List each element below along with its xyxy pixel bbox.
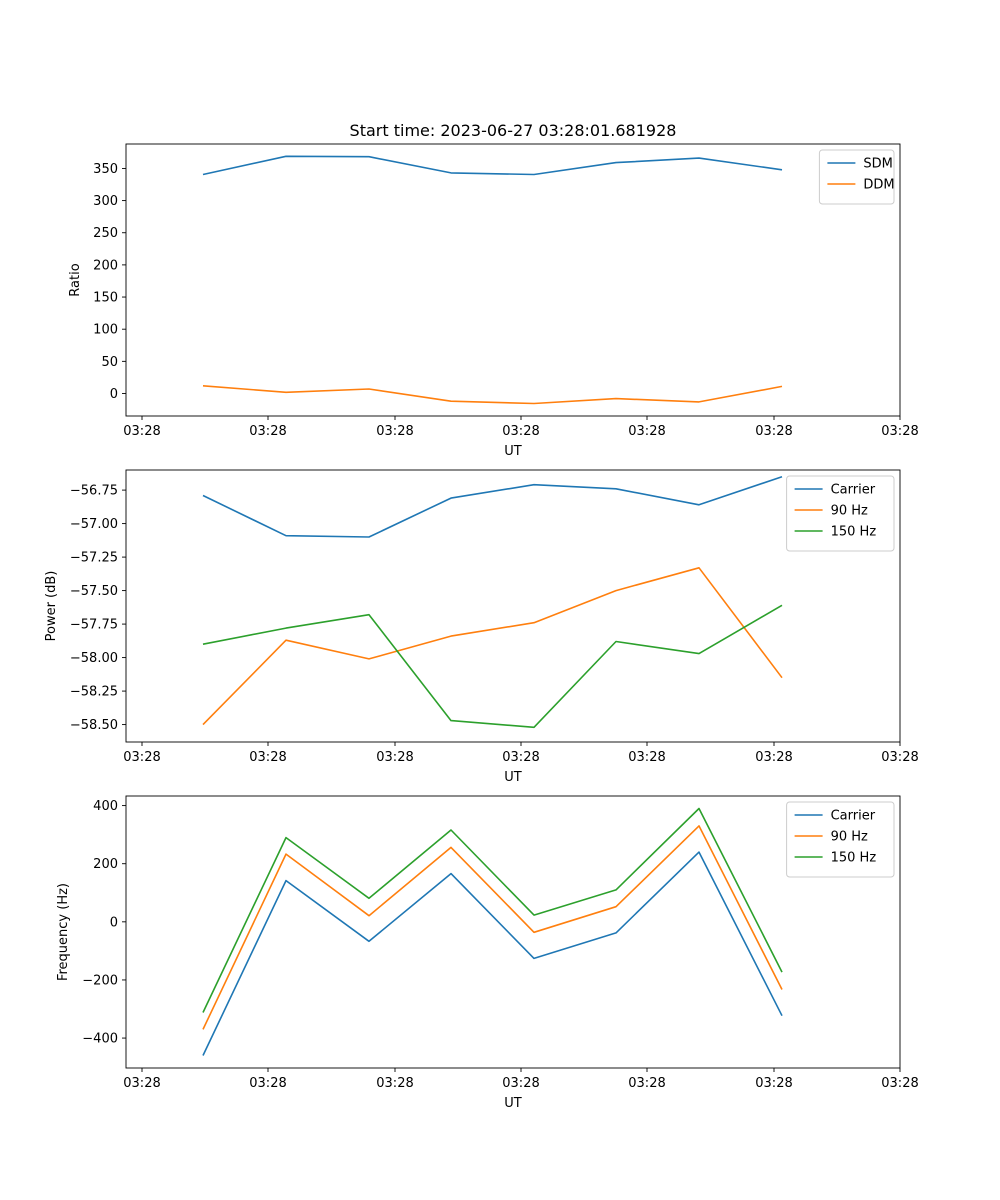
y-tick-label: 0 [110,915,118,930]
series-line-ddm [202,385,783,405]
x-tick-label: 03:28 [376,1076,413,1091]
legend-label: 90 Hz [831,830,868,845]
x-tick-label: 03:28 [755,1076,792,1091]
x-tick-label: 03:28 [502,750,539,765]
legend-box [786,801,895,878]
y-tick-label: −56.75 [70,484,118,499]
legend-label: 150 Hz [831,851,877,866]
series-line-150-hz [202,604,783,729]
x-tick-label: 03:28 [123,424,160,439]
x-tick-label: 03:28 [628,424,665,439]
legend-label: 150 Hz [831,525,877,540]
x-tick-label: 03:28 [881,424,918,439]
series-line-sdm [202,155,783,176]
y-tick-label: −57.25 [70,551,118,566]
y-axis-label: Power (dB) [44,571,59,642]
x-axis-label: UT [504,444,522,459]
series-line-carrier [202,475,783,538]
y-tick-label: −57.50 [70,584,118,599]
axes-frame [125,143,901,417]
y-tick-label: 350 [93,162,118,177]
series-line-150-hz [202,807,783,1013]
y-tick-label: 0 [110,387,118,402]
y-tick-label: −58.50 [70,718,118,733]
axes-frame [125,469,901,743]
x-tick-label: 03:28 [502,424,539,439]
figure-title: Start time: 2023-06-27 03:28:01.681928 [350,121,677,140]
x-tick-label: 03:28 [123,750,160,765]
y-tick-label: −200 [82,973,118,988]
x-axis-label: UT [504,770,522,785]
y-tick-label: 100 [93,323,118,338]
y-tick-label: −57.00 [70,517,118,532]
x-tick-label: 03:28 [881,750,918,765]
x-tick-label: 03:28 [249,750,286,765]
y-tick-label: 400 [93,799,118,814]
x-tick-label: 03:28 [249,1076,286,1091]
series-line-carrier [202,851,783,1056]
x-tick-label: 03:28 [881,1076,918,1091]
y-tick-label: 200 [93,258,118,273]
x-tick-label: 03:28 [628,1076,665,1091]
x-tick-label: 03:28 [376,424,413,439]
x-tick-label: 03:28 [755,424,792,439]
y-tick-label: −57.75 [70,618,118,633]
x-axis-label: UT [504,1096,522,1111]
legend-label: Carrier [831,483,876,498]
legend-label: 90 Hz [831,504,868,519]
y-axis-label: Frequency (Hz) [56,883,71,981]
panel-2: 03:28 03:28 03:28 03:28 03:28 03:28 03:28 UT −58… [44,469,919,785]
x-tick-label: 03:28 [123,1076,160,1091]
y-tick-label: 150 [93,291,118,306]
x-tick-label: 03:28 [502,1076,539,1091]
y-tick-label: 250 [93,226,118,241]
y-tick-label: 300 [93,194,118,209]
legend-box [786,475,895,552]
y-tick-label: −400 [82,1032,118,1047]
y-tick-label: −58.25 [70,685,118,700]
legend-label: Carrier [831,809,876,824]
y-axis-label: Ratio [68,263,83,296]
x-tick-label: 03:28 [249,424,286,439]
y-tick-label: 50 [101,355,118,370]
y-tick-label: 200 [93,857,118,872]
series-line-90-hz [202,825,783,1030]
y-tick-label: −58.00 [70,651,118,666]
legend-label: DDM [863,178,894,193]
panel-3: 03:28 03:28 03:28 03:28 03:28 03:28 03:28 UT −40… [56,795,919,1111]
x-tick-label: 03:28 [376,750,413,765]
series-line-90-hz [202,566,783,726]
legend-label: SDM [863,157,892,172]
x-tick-label: 03:28 [755,750,792,765]
panel-1: 03:28 03:28 03:28 03:28 03:28 03:28 03:28 UT 0 50… [68,143,919,459]
axes-frame [125,795,901,1069]
x-tick-label: 03:28 [628,750,665,765]
